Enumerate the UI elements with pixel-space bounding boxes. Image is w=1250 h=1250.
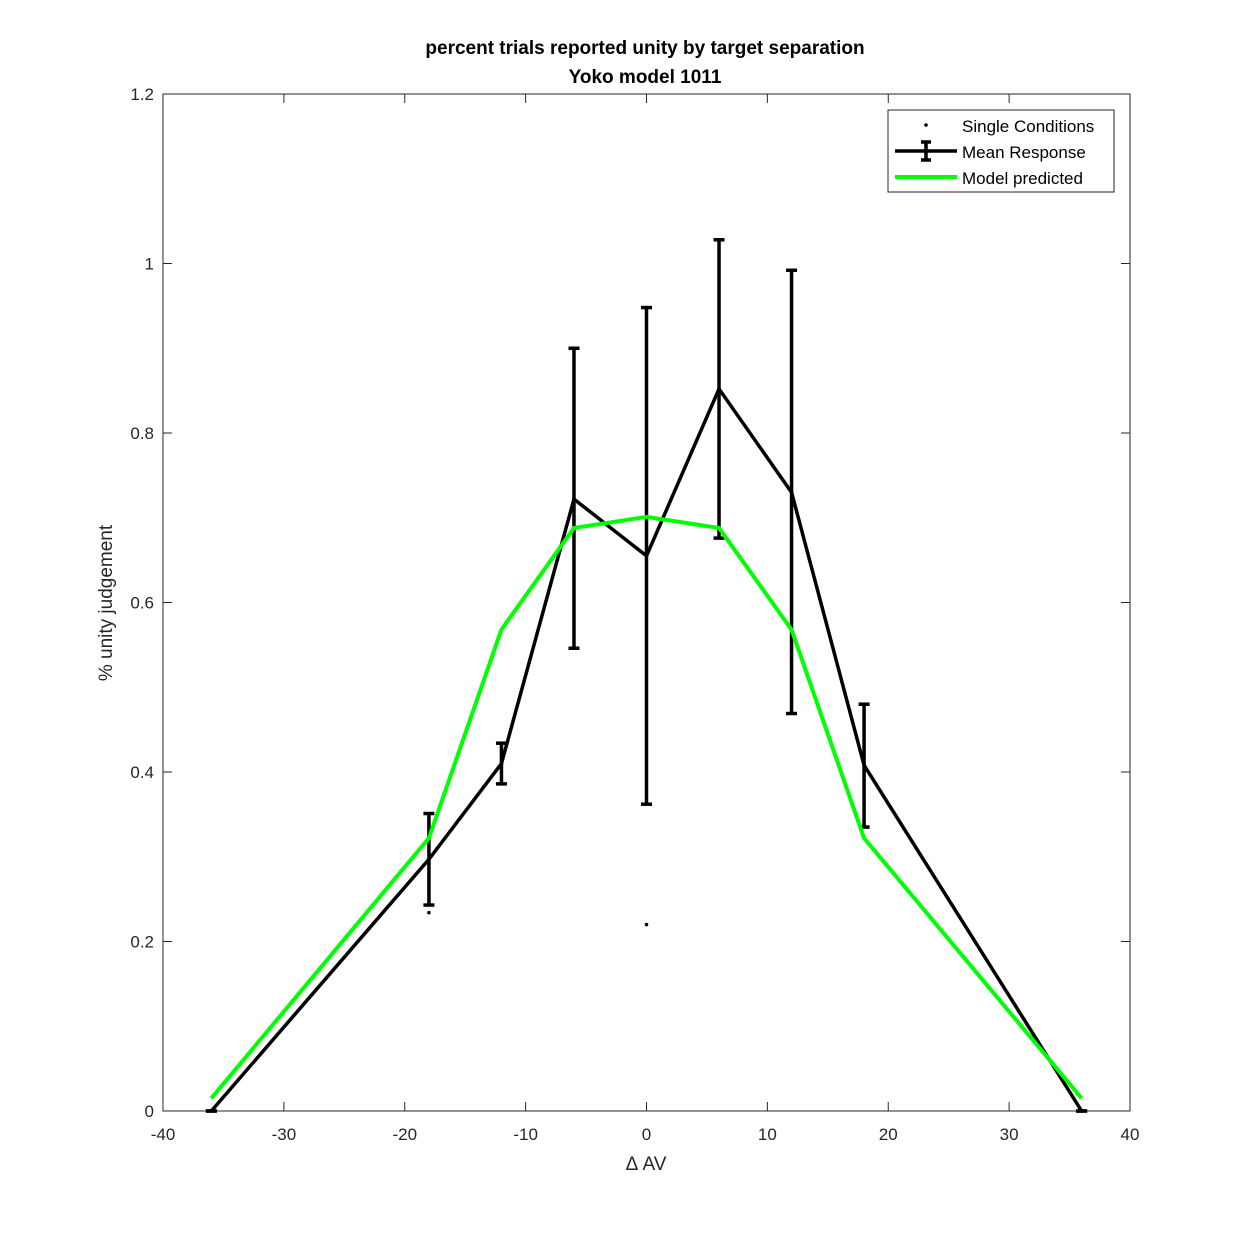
y-tick-label: 0.6 [130,594,154,613]
model-predicted-line [209,514,1084,1100]
y-tick-label: 1 [145,255,154,274]
chart-title: percent trials reported unity by target … [425,38,864,59]
y-tick-label: 1.2 [130,85,154,104]
chart-subtitle: Yoko model 1011 [569,67,722,88]
x-tick-label: -10 [513,1125,538,1144]
single-condition-point [1079,1109,1084,1113]
legend-label-single-conditions: Single Conditions [962,117,1094,136]
x-axis: -40 -30 -20 -10 0 10 20 30 40 [151,94,1140,1144]
legend-label-mean-response: Mean Response [962,143,1086,162]
single-condition-point [862,763,866,768]
single-condition-point [499,761,504,766]
y-tick-label: 0 [145,1102,154,1121]
legend-label-model-predicted: Model predicted [962,169,1083,188]
x-axis-label: Δ AV [626,1154,667,1175]
single-condition-point [644,922,649,927]
x-tick-label: 30 [1000,1125,1019,1144]
single-condition-point [209,1109,214,1113]
single-condition-point [427,910,431,915]
x-tick-label: -40 [151,1125,176,1144]
y-tick-label: 0.4 [130,763,154,782]
single-condition-point [789,490,794,495]
x-tick-label: 20 [879,1125,898,1144]
series-layer [205,238,1088,1113]
x-tick-label: 0 [642,1125,651,1144]
x-tick-label: 40 [1121,1125,1140,1144]
legend-marker-mean-response [895,140,957,162]
y-tick-label: 0.2 [130,933,154,952]
y-axis-label: % unity judgement [96,524,117,681]
x-tick-label: -20 [392,1125,417,1144]
x-tick-label: -30 [272,1125,297,1144]
legend-marker-single-conditions [924,123,928,127]
y-tick-label: 0.8 [130,424,154,443]
x-tick-label: 10 [758,1125,777,1144]
single-condition-point [572,497,576,501]
single-condition-point [717,387,721,391]
y-axis: 0 0.2 0.4 0.6 0.8 1 1.2 [130,85,1130,1121]
mean-response-errorbar [423,811,435,907]
legend: Single Conditions Mean Response Model pr… [887,109,1115,193]
mean-response-errorbar [641,305,652,806]
